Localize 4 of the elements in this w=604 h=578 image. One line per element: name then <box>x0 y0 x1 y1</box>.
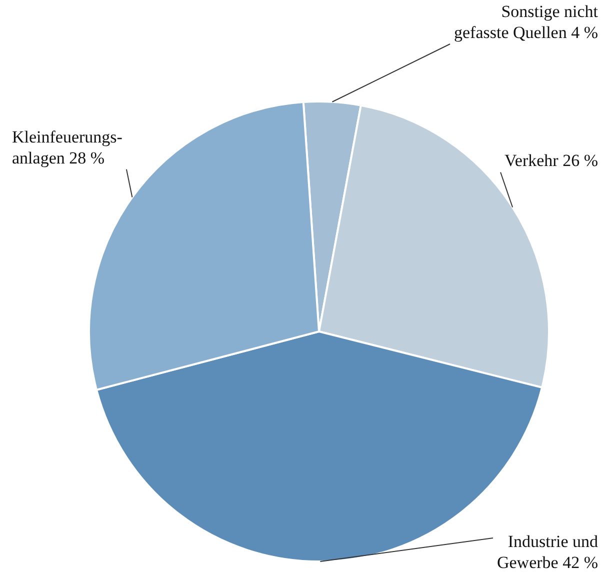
slice-label: Kleinfeuerungs-anlagen 28 % <box>12 127 123 168</box>
slice-label: Industrie und Gewerbe 42 % <box>496 532 598 572</box>
slice-label: Verkehr 26 % <box>504 151 598 170</box>
slice-label: Sonstige nicht gefasste Quellen 4 % <box>454 2 598 42</box>
